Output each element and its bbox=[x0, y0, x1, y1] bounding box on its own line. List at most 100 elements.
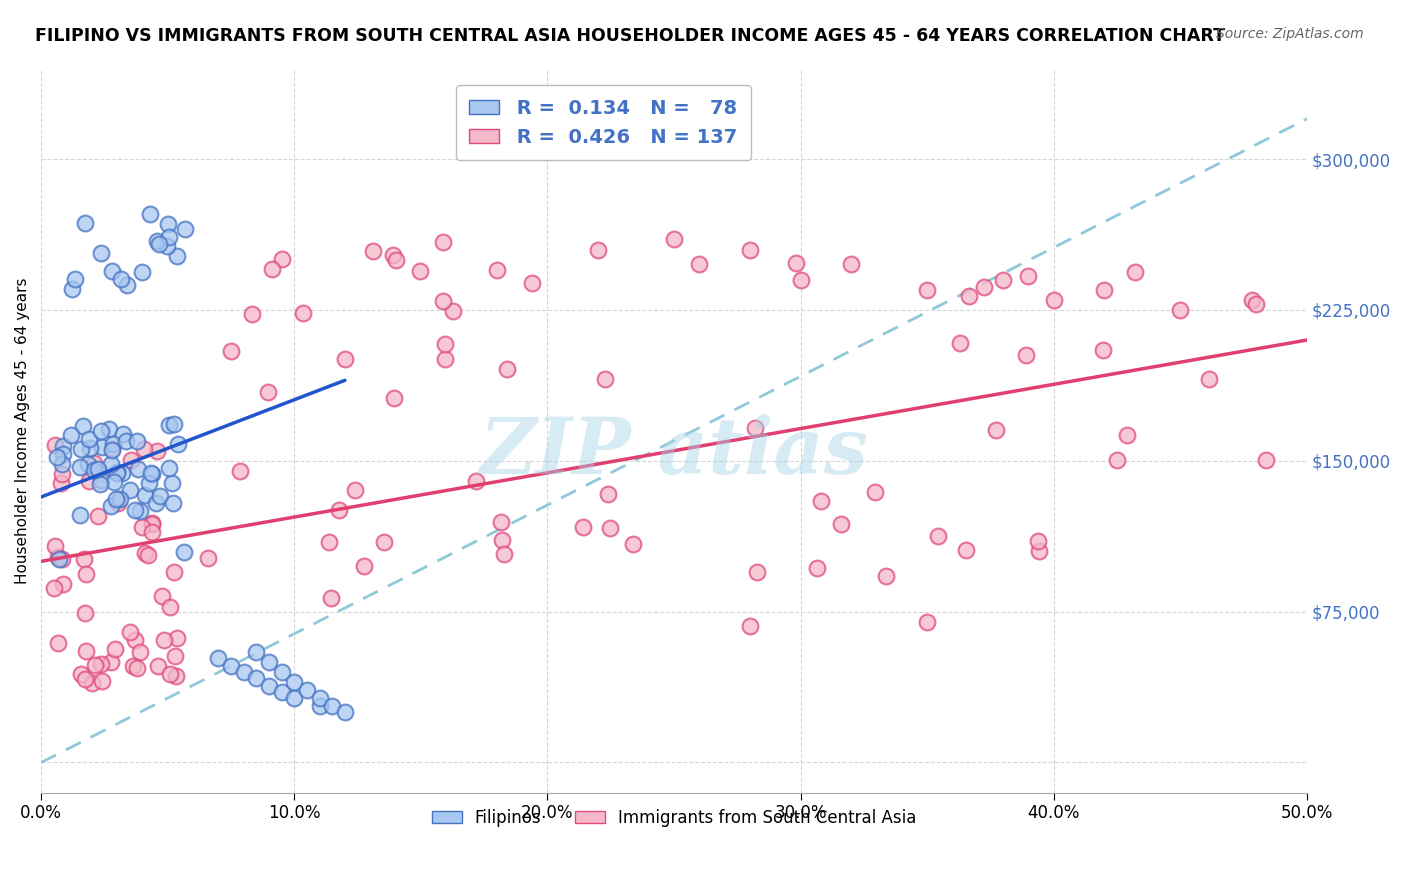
Point bbox=[270, 252, 292, 267]
Text: FILIPINO VS IMMIGRANTS FROM SOUTH CENTRAL ASIA HOUSEHOLDER INCOME AGES 45 - 64 Y: FILIPINO VS IMMIGRANTS FROM SOUTH CENTRA… bbox=[35, 27, 1225, 45]
Point bbox=[52, 576, 75, 591]
Point bbox=[125, 434, 148, 448]
Point bbox=[432, 235, 454, 249]
Point bbox=[343, 483, 366, 497]
Point bbox=[433, 352, 456, 367]
Point bbox=[52, 447, 75, 461]
Point bbox=[165, 669, 187, 683]
Y-axis label: Householder Income Ages 45 - 64 years: Householder Income Ages 45 - 64 years bbox=[15, 277, 30, 584]
Point bbox=[124, 632, 146, 647]
Point bbox=[308, 699, 330, 714]
Point bbox=[1092, 283, 1115, 297]
Point bbox=[283, 691, 305, 706]
Point bbox=[90, 673, 112, 688]
Point bbox=[207, 651, 229, 665]
Point bbox=[321, 699, 343, 714]
Point bbox=[48, 552, 70, 566]
Point bbox=[522, 277, 544, 291]
Point bbox=[1198, 372, 1220, 386]
Point bbox=[1091, 343, 1114, 357]
Point bbox=[163, 565, 186, 579]
Point bbox=[291, 306, 314, 320]
Point bbox=[60, 282, 83, 296]
Point bbox=[148, 236, 170, 251]
Point bbox=[270, 665, 292, 679]
Point bbox=[69, 460, 91, 475]
Point bbox=[115, 434, 138, 448]
Point bbox=[1026, 534, 1049, 549]
Point bbox=[150, 589, 173, 603]
Point bbox=[571, 520, 593, 534]
Point bbox=[105, 467, 128, 481]
Point bbox=[46, 549, 69, 564]
Point bbox=[738, 243, 761, 257]
Point bbox=[1042, 293, 1064, 307]
Point bbox=[373, 535, 395, 549]
Point bbox=[73, 216, 96, 230]
Point bbox=[955, 542, 977, 557]
Point bbox=[108, 492, 131, 507]
Point bbox=[434, 336, 457, 351]
Point bbox=[100, 264, 122, 278]
Point bbox=[599, 521, 621, 535]
Point bbox=[90, 473, 112, 487]
Point bbox=[51, 552, 73, 566]
Point bbox=[1168, 302, 1191, 317]
Point bbox=[72, 418, 94, 433]
Point bbox=[90, 657, 112, 672]
Point bbox=[128, 645, 150, 659]
Point bbox=[441, 304, 464, 318]
Point bbox=[593, 372, 616, 386]
Point bbox=[136, 548, 159, 562]
Text: Source: ZipAtlas.com: Source: ZipAtlas.com bbox=[1216, 27, 1364, 41]
Point bbox=[839, 257, 862, 271]
Point bbox=[1123, 265, 1146, 279]
Point bbox=[432, 294, 454, 309]
Point bbox=[1015, 348, 1038, 362]
Point bbox=[197, 551, 219, 566]
Point bbox=[115, 278, 138, 293]
Point bbox=[83, 456, 105, 470]
Point bbox=[495, 362, 517, 376]
Point bbox=[100, 656, 122, 670]
Point bbox=[228, 464, 250, 478]
Point bbox=[98, 422, 121, 436]
Point bbox=[159, 599, 181, 614]
Point bbox=[915, 283, 938, 297]
Point bbox=[163, 649, 186, 664]
Point bbox=[984, 423, 1007, 437]
Point bbox=[688, 257, 710, 271]
Point bbox=[103, 475, 125, 489]
Point bbox=[100, 442, 122, 457]
Point bbox=[830, 516, 852, 531]
Point bbox=[789, 273, 811, 287]
Point bbox=[1017, 268, 1039, 283]
Point bbox=[333, 352, 356, 367]
Point bbox=[257, 655, 280, 669]
Point bbox=[973, 280, 995, 294]
Point bbox=[73, 551, 96, 566]
Point bbox=[87, 508, 110, 523]
Point bbox=[134, 546, 156, 560]
Point bbox=[489, 516, 512, 530]
Point bbox=[270, 685, 292, 699]
Point bbox=[51, 457, 73, 471]
Point bbox=[89, 467, 111, 481]
Point bbox=[166, 437, 188, 451]
Point bbox=[128, 504, 150, 518]
Point bbox=[75, 644, 97, 658]
Point bbox=[382, 391, 405, 405]
Point bbox=[145, 444, 167, 458]
Point bbox=[141, 517, 163, 532]
Point bbox=[145, 496, 167, 510]
Point bbox=[42, 581, 65, 595]
Point bbox=[744, 421, 766, 435]
Point bbox=[138, 476, 160, 491]
Point bbox=[153, 633, 176, 648]
Point bbox=[318, 534, 340, 549]
Point bbox=[465, 474, 488, 488]
Legend: Filipinos, Immigrants from South Central Asia: Filipinos, Immigrants from South Central… bbox=[423, 800, 925, 835]
Point bbox=[219, 343, 242, 358]
Point bbox=[328, 503, 350, 517]
Point bbox=[308, 691, 330, 706]
